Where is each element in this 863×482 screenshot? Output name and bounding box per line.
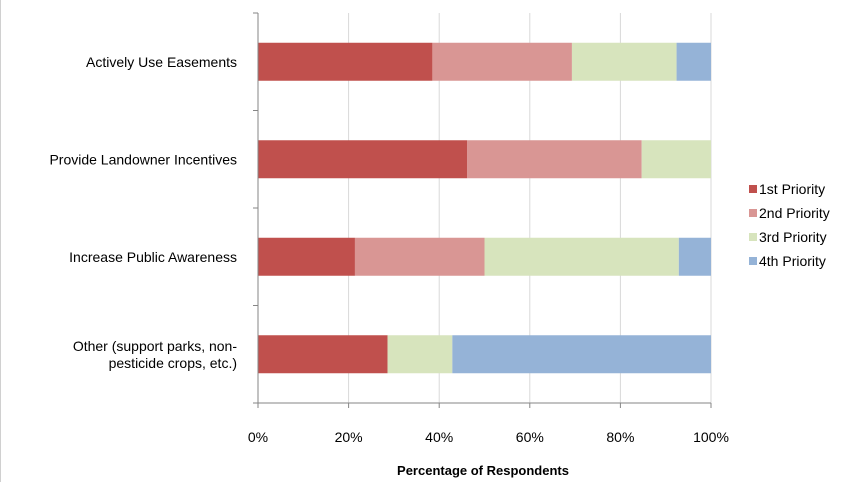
x-tick-label: 20% [335, 429, 363, 445]
bar-segment [571, 42, 677, 81]
legend-label: 3rd Priority [759, 229, 827, 245]
legend-label: 1st Priority [759, 181, 825, 197]
legend-label: 2nd Priority [759, 205, 830, 221]
category-label: Actively Use Easements [86, 54, 237, 70]
bar-segment [676, 42, 711, 81]
category-label: Other (support parks, non- [73, 338, 238, 354]
bar-segment [258, 42, 433, 81]
legend-swatch [749, 233, 757, 241]
bar-segment [258, 237, 355, 276]
category-label: pesticide crops, etc.) [109, 355, 237, 371]
bar-segment [387, 335, 453, 374]
bar-segment [641, 140, 711, 179]
bar-segment [467, 140, 642, 179]
bar-segment [258, 335, 388, 374]
legend-swatch [749, 185, 757, 193]
legend: 1st Priority 2nd Priority 3rd Priority 4th … [749, 181, 830, 269]
category-label: Increase Public Awareness [69, 249, 237, 265]
bar-segment [484, 237, 679, 276]
legend-swatch [749, 257, 757, 265]
x-tick-label: 80% [606, 429, 634, 445]
bars [258, 42, 711, 374]
x-tick-label: 60% [516, 429, 544, 445]
category-labels: Actively Use Easements Provide Landowner … [49, 54, 237, 371]
bar-segment [432, 42, 572, 81]
x-tick-labels: 0% 20% 40% 60% 80% 100% [248, 429, 729, 445]
bar-segment [678, 237, 711, 276]
bar-segment [258, 140, 468, 179]
legend-label: 4th Priority [759, 253, 826, 269]
x-axis-title: Percentage of Respondents [397, 463, 569, 478]
x-tick-label: 0% [248, 429, 268, 445]
bar-segment [452, 335, 711, 374]
axes [253, 12, 712, 408]
x-tick-label: 100% [693, 429, 729, 445]
legend-swatch [749, 209, 757, 217]
category-label: Provide Landowner Incentives [49, 151, 237, 167]
x-tick-label: 40% [425, 429, 453, 445]
bar-segment [354, 237, 485, 276]
